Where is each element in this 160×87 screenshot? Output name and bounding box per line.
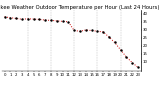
Title: Milwaukee Weather Outdoor Temperature per Hour (Last 24 Hours): Milwaukee Weather Outdoor Temperature pe… [0, 5, 160, 10]
